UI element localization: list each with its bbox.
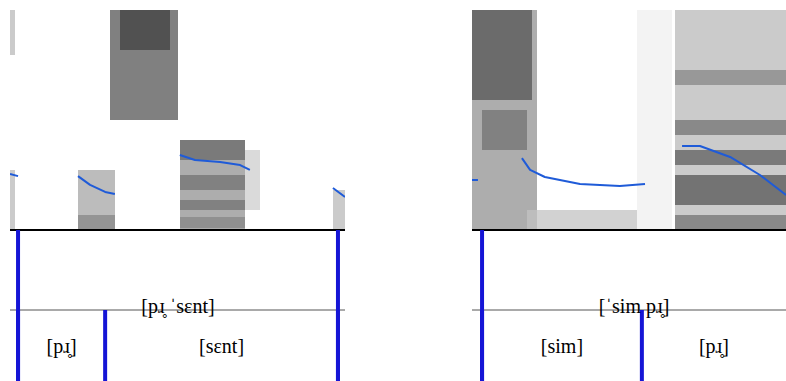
svg-text:[sim]: [sim] bbox=[541, 335, 583, 357]
svg-text:[pɹ̥]: [pɹ̥] bbox=[47, 335, 77, 358]
svg-text:[ˈsim pɹ̥]: [ˈsim pɹ̥] bbox=[599, 295, 670, 318]
svg-text:[sɛnt]: [sɛnt] bbox=[199, 335, 244, 357]
svg-text:[pɹ̥]: [pɹ̥] bbox=[699, 335, 729, 358]
svg-text:[pɹ̥ ˈsɛnt]: [pɹ̥ ˈsɛnt] bbox=[141, 295, 214, 318]
